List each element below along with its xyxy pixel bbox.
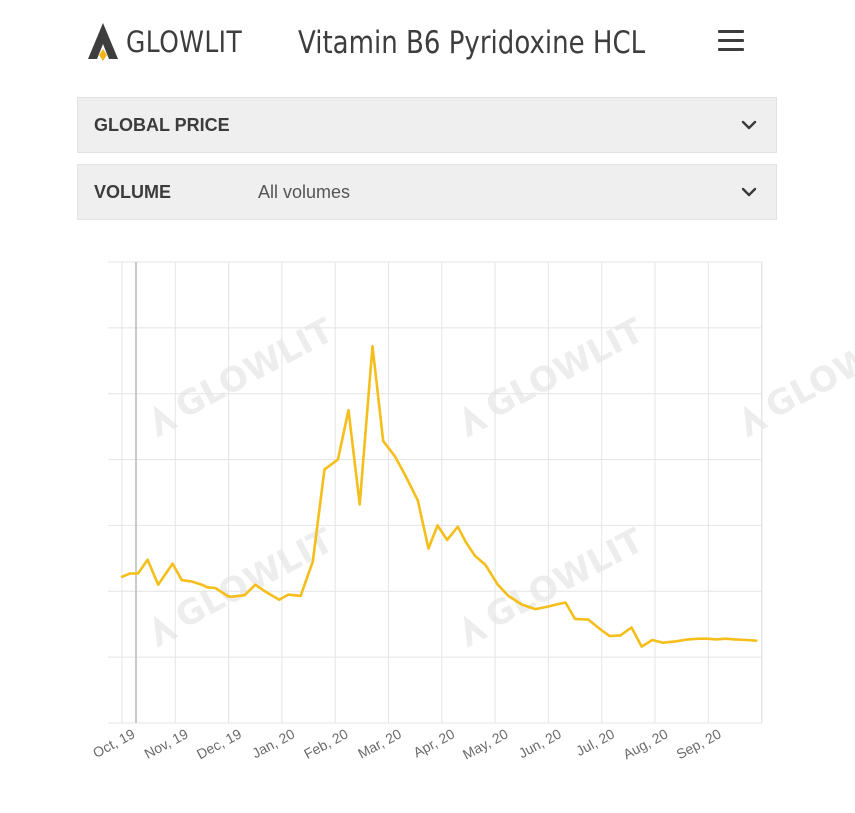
chart-series xyxy=(120,344,758,648)
watermark: GLOWLIT xyxy=(463,310,651,438)
x-tick-label: Jul, 20 xyxy=(573,725,617,759)
x-tick-label: May, 20 xyxy=(460,725,511,762)
x-tick-label: Nov, 19 xyxy=(142,725,191,761)
logo-text: GLOWLIT xyxy=(126,25,243,59)
logo[interactable]: GLOWLIT xyxy=(86,20,261,64)
price-line-chart: GLOWLIT GLOWLIT GLOWLIT GLOWLIT GLOWLIT Oct,… xyxy=(90,261,855,763)
watermark: GLOWLIT xyxy=(463,520,651,648)
x-tick-label: Jan, 20 xyxy=(249,725,297,761)
svg-text:GLOWLIT: GLOWLIT xyxy=(479,520,651,637)
x-tick-label: Oct, 19 xyxy=(90,725,138,760)
svg-text:GLOWLIT: GLOWLIT xyxy=(759,310,855,427)
series-line xyxy=(120,344,758,648)
page-title: Vitamin B6 Pyridoxine HCL xyxy=(298,25,646,61)
watermark: GLOWLIT xyxy=(743,310,855,438)
watermark: GLOWLIT xyxy=(153,310,341,438)
x-tick-label: Sep, 20 xyxy=(674,725,724,762)
chevron-down-icon xyxy=(741,187,757,197)
watermarks: GLOWLIT GLOWLIT GLOWLIT GLOWLIT GLOWLIT xyxy=(153,310,855,648)
hamburger-menu-icon[interactable] xyxy=(718,30,744,52)
volume-dropdown[interactable]: VOLUME All volumes xyxy=(77,164,777,220)
header: GLOWLIT Vitamin B6 Pyridoxine HCL xyxy=(0,0,855,90)
x-tick-label: Feb, 20 xyxy=(301,725,351,762)
chevron-down-icon xyxy=(741,120,757,130)
x-tick-label: Dec, 19 xyxy=(194,725,244,762)
global-price-dropdown[interactable]: GLOBAL PRICE xyxy=(77,97,777,153)
global-price-label: GLOBAL PRICE xyxy=(94,115,230,135)
watermark: GLOWLIT xyxy=(153,520,341,648)
x-tick-label: Jun, 20 xyxy=(516,725,564,761)
x-axis-ticks: Oct, 19 Nov, 19 Dec, 19 Jan, 20 Feb, 20 Mar, … xyxy=(90,725,724,762)
chart-grid xyxy=(108,261,763,724)
x-tick-label: Apr, 20 xyxy=(411,725,458,760)
x-tick-label: Mar, 20 xyxy=(355,725,404,761)
volume-label: VOLUME xyxy=(94,182,172,202)
x-tick-label: Aug, 20 xyxy=(620,725,670,762)
volume-value: All volumes xyxy=(258,182,351,202)
glowlit-logo-icon xyxy=(88,23,118,61)
